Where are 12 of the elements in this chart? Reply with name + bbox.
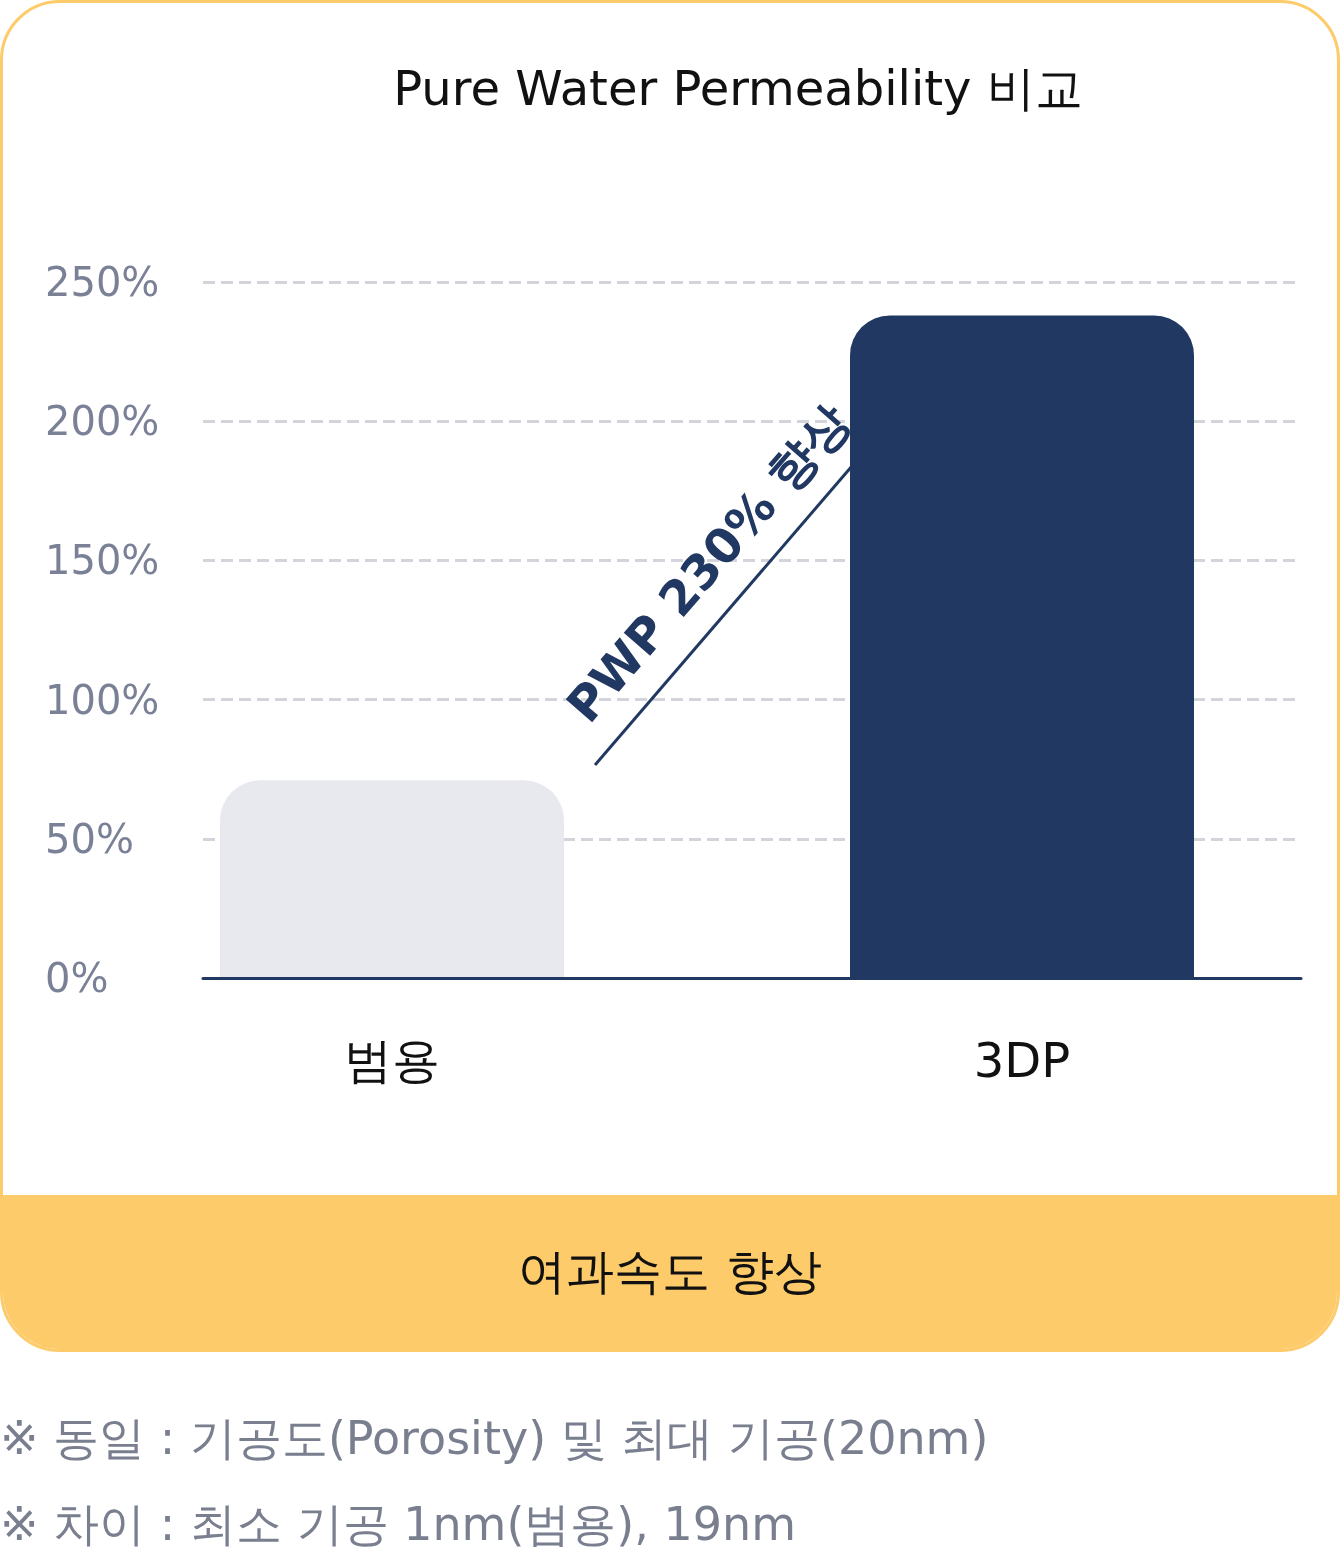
y-tick-label: 250%: [45, 259, 160, 305]
text: 여과속도 향상: [3, 1195, 1337, 1349]
y-tick-label: 100%: [45, 676, 160, 723]
y-tick-label: 200%: [45, 398, 160, 445]
y-tick-label: 50%: [45, 815, 134, 862]
chart-title: Pure Water Permeability 비교: [393, 60, 1083, 116]
x-tick-label: 범용: [344, 1032, 440, 1088]
text: ※ 차이 : 최소 기공 1nm(범용), 19nm: [0, 1496, 797, 1553]
y-tick-label: 0%: [45, 955, 109, 1001]
x-tick-label: 3DP: [973, 1032, 1071, 1088]
y-tick-label: 150%: [45, 537, 160, 584]
text: ※ 동일 : 기공도(Porosity) 및 최대 기공(20nm): [0, 1410, 989, 1467]
